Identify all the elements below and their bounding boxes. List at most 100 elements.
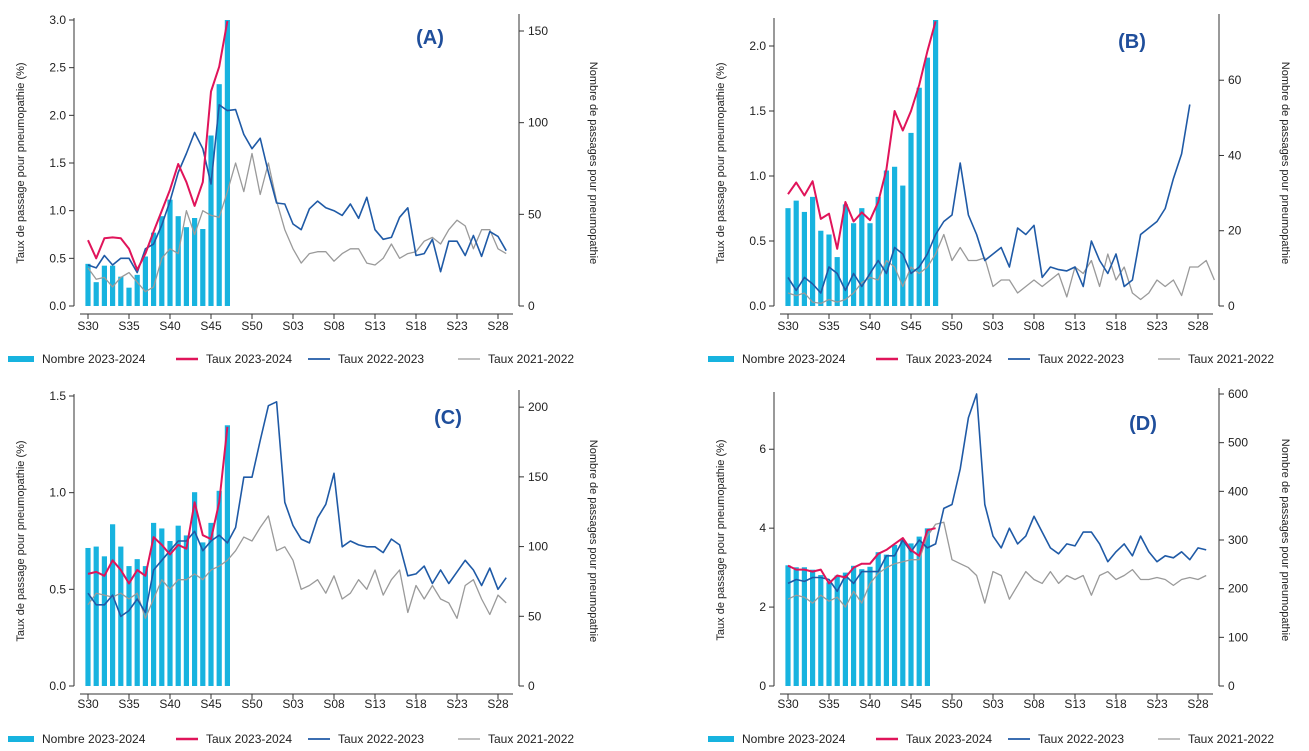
bar-nombre-2023-2024 <box>883 554 889 686</box>
bar-nombre-2023-2024 <box>110 524 116 686</box>
x-tick-label: S08 <box>1023 697 1045 711</box>
y-tick-label-right: 60 <box>1228 73 1242 87</box>
x-tick-label: S30 <box>77 319 99 333</box>
x-tick-label: S13 <box>1064 319 1086 333</box>
bar-nombre-2023-2024 <box>924 528 930 686</box>
y-tick-label-right: 150 <box>528 470 548 484</box>
bar-nombre-2023-2024 <box>842 572 848 686</box>
x-tick-label: S45 <box>200 319 222 333</box>
bar-nombre-2023-2024 <box>892 166 898 306</box>
bar-nombre-2023-2024 <box>916 536 922 686</box>
y-tick-label-right: 500 <box>1228 436 1248 450</box>
bar-nombre-2023-2024 <box>892 544 898 686</box>
x-tick-label: S03 <box>982 697 1004 711</box>
bar-nombre-2023-2024 <box>785 565 791 686</box>
x-tick-label: S13 <box>364 319 386 333</box>
x-tick-label: S03 <box>982 319 1004 333</box>
bar-nombre-2023-2024 <box>85 547 91 686</box>
y-tick-label-right: 100 <box>528 540 548 554</box>
x-tick-label: S18 <box>1105 697 1127 711</box>
y-tick-label-right: 20 <box>1228 224 1242 238</box>
y-tick-label-right: 200 <box>1228 582 1248 596</box>
legend-label: Taux 2022-2023 <box>338 732 424 746</box>
bar-nombre-2023-2024 <box>793 567 799 686</box>
x-tick-label: S50 <box>941 697 963 711</box>
legend-label: Taux 2022-2023 <box>338 352 424 366</box>
x-tick-label: S35 <box>118 319 140 333</box>
y-tick-label-left: 4 <box>759 521 766 535</box>
x-tick-label: S23 <box>1146 319 1168 333</box>
bar-nombre-2023-2024 <box>810 569 816 686</box>
y-tick-label-left: 1.0 <box>49 204 66 218</box>
line-taux-2021-2022 <box>87 515 507 619</box>
line-taux-2022-2023 <box>87 104 507 274</box>
bar-nombre-2023-2024 <box>167 199 173 306</box>
bar-nombre-2023-2024 <box>834 575 840 686</box>
bar-nombre-2023-2024 <box>875 552 881 686</box>
bar-nombre-2023-2024 <box>183 535 189 686</box>
y-tick-label-right: 0 <box>528 299 535 313</box>
legend: Nombre 2023-2024 Taux 2023-2024 Taux 2022-… <box>708 352 1274 366</box>
bar-nombre-2023-2024 <box>200 229 206 306</box>
y-tick-label-left: 0.0 <box>49 299 66 313</box>
bar-nombre-2023-2024 <box>216 490 222 686</box>
line-taux-2023-2024 <box>787 527 936 585</box>
legend-label: Taux 2021-2022 <box>488 352 574 366</box>
x-tick-label: S50 <box>241 319 263 333</box>
bar-nombre-2023-2024 <box>933 20 939 306</box>
legend-label: Taux 2023-2024 <box>906 352 992 366</box>
y-tick-label-right: 150 <box>528 24 548 38</box>
y-tick-label-right: 100 <box>528 116 548 130</box>
line-taux-2021-2022 <box>87 152 507 293</box>
x-tick-label: S08 <box>1023 319 1045 333</box>
y-tick-label-left: 1.0 <box>49 486 66 500</box>
bar-nombre-2023-2024 <box>224 425 230 686</box>
legend-label: Taux 2023-2024 <box>906 732 992 746</box>
x-tick-label: S13 <box>364 697 386 711</box>
bar-nombre-2023-2024 <box>101 265 107 306</box>
bar-nombre-2023-2024 <box>916 87 922 306</box>
y-tick-label-right: 300 <box>1228 533 1248 547</box>
line-taux-2022-2023 <box>787 104 1191 294</box>
x-tick-label: S18 <box>405 697 427 711</box>
y-tick-label-left: 0.5 <box>49 251 66 265</box>
x-tick-label: S30 <box>777 319 799 333</box>
x-tick-label: S50 <box>941 319 963 333</box>
bar-nombre-2023-2024 <box>175 525 181 686</box>
y-tick-label-left: 0.0 <box>49 679 66 693</box>
y-tick-label-left: 6 <box>759 442 766 456</box>
x-tick-label: S35 <box>818 697 840 711</box>
bar-nombre-2023-2024 <box>224 20 230 306</box>
line-taux-2022-2023 <box>87 400 507 618</box>
bar-nombre-2023-2024 <box>834 257 840 306</box>
bar-nombre-2023-2024 <box>93 282 99 306</box>
legend-label: Taux 2023-2024 <box>206 352 292 366</box>
bar-nombre-2023-2024 <box>908 543 914 686</box>
y-tick-label-right: 200 <box>528 400 548 414</box>
bar-nombre-2023-2024 <box>192 218 198 306</box>
bar-nombre-2023-2024 <box>183 227 189 306</box>
bar-nombre-2023-2024 <box>875 196 881 306</box>
bar-nombre-2023-2024 <box>818 575 824 686</box>
y-axis-label-right: Nombre de passages pour pneumopathie <box>587 440 599 642</box>
legend-label: Nombre 2023-2024 <box>742 732 846 746</box>
y-tick-label-left: 1.5 <box>749 104 766 118</box>
bar-nombre-2023-2024 <box>93 546 99 686</box>
x-tick-label: S35 <box>818 319 840 333</box>
x-tick-label: S28 <box>1187 319 1209 333</box>
bar-nombre-2023-2024 <box>151 232 157 306</box>
legend-swatch-bar <box>708 736 734 742</box>
bar-nombre-2023-2024 <box>842 204 848 306</box>
y-tick-label-right: 600 <box>1228 387 1248 401</box>
chart-panel-d: 0 2 4 6 0 100 200 300 400 500 600 S30 S35 S40 S45 S50 S0… <box>708 387 1291 746</box>
bar-nombre-2023-2024 <box>859 569 865 686</box>
x-tick-label: S03 <box>282 319 304 333</box>
x-tick-label: S40 <box>159 697 181 711</box>
y-tick-label-right: 400 <box>1228 484 1248 498</box>
bar-nombre-2023-2024 <box>142 256 148 306</box>
line-taux-2022-2023 <box>787 393 1207 593</box>
bar-nombre-2023-2024 <box>900 185 906 306</box>
bar-nombre-2023-2024 <box>810 196 816 306</box>
line-taux-2021-2022 <box>787 521 1207 608</box>
